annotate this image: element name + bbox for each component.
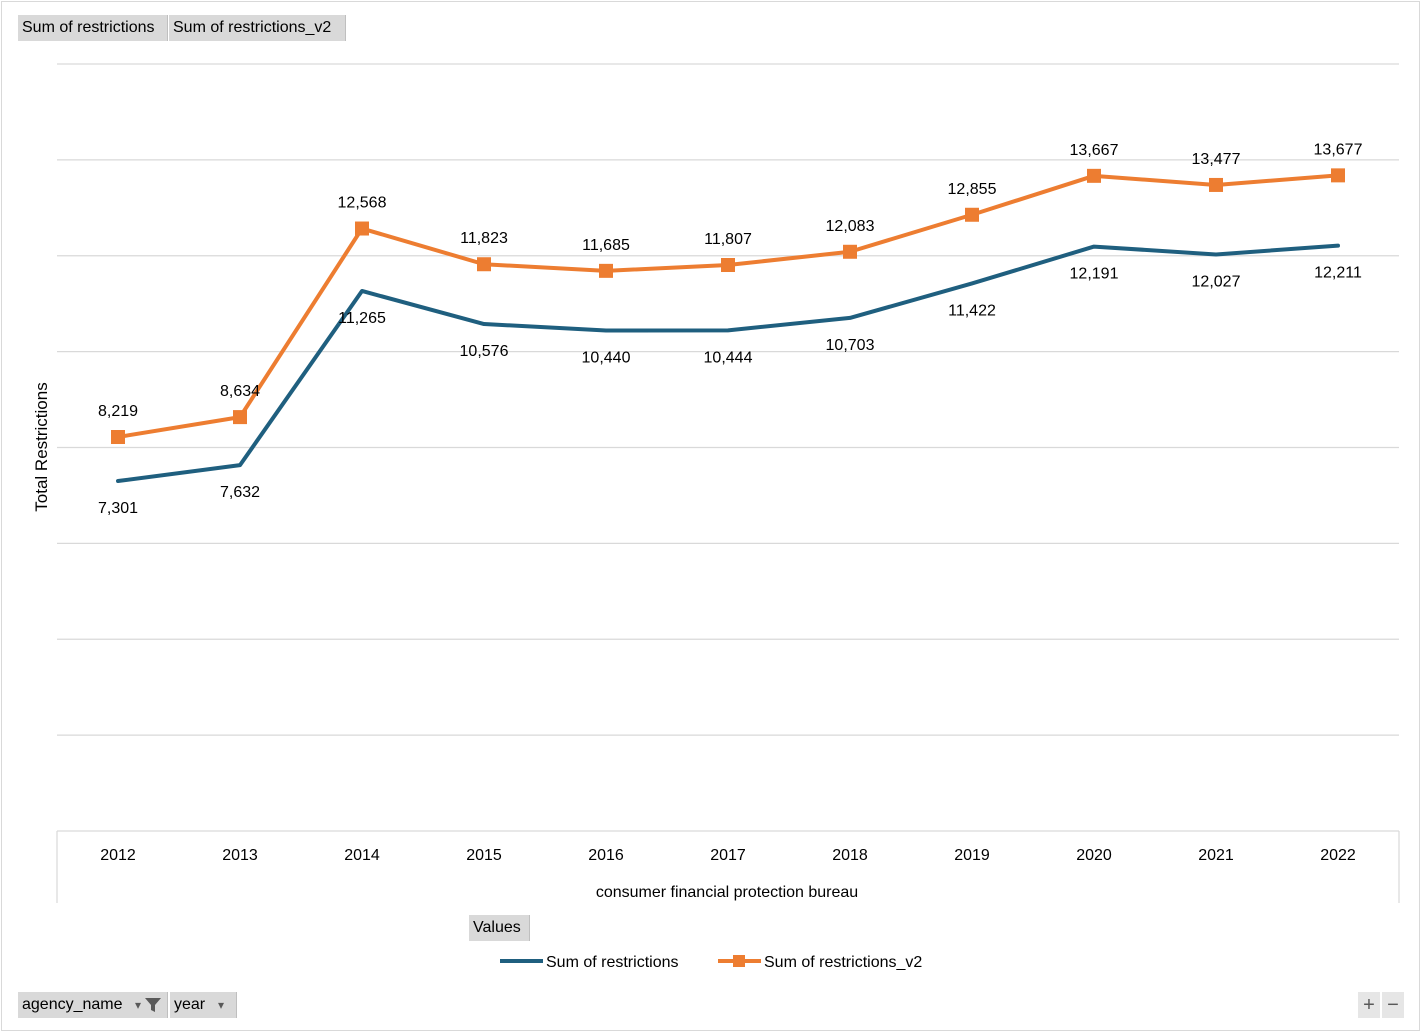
x-tick-label: 2021 [1198,847,1234,864]
data-marker [233,410,247,425]
x-tick-label: 2015 [466,847,502,864]
data-label: 12,027 [1192,273,1241,290]
x-tick-label: 2012 [100,847,136,864]
legend-label-1: Sum of restrictions [546,954,678,971]
data-label: 13,477 [1192,151,1241,168]
y-axis-title: Total Restrictions [32,382,51,511]
x-tick-label: 2017 [710,847,746,864]
data-label: 11,422 [948,302,996,319]
data-marker [599,263,613,278]
year-label: year [174,996,206,1013]
agency-name-filter-button[interactable]: agency_name ▾ [18,992,168,1018]
data-label: 10,440 [582,350,631,367]
data-marker [1209,177,1223,192]
series-line-2 [116,173,1340,440]
x-tick-label: 2014 [344,847,380,864]
data-marker [721,258,735,273]
data-label: 10,576 [460,343,509,360]
data-label: 7,301 [98,500,138,517]
collapse-field-button[interactable]: − [1382,992,1404,1018]
gridlines [57,63,1399,736]
plus-icon: + [1363,994,1375,1016]
data-label: 12,191 [1070,266,1119,283]
values-field-button[interactable]: Values [469,915,530,941]
data-label: 11,265 [338,310,386,327]
x-tick-label: 2013 [222,847,258,864]
x-axis-group-label: consumer financial protection bureau [596,884,858,901]
data-label: 12,568 [338,195,387,212]
x-tick-label: 2020 [1076,847,1112,864]
agency-name-label: agency_name [22,996,123,1013]
data-label: 13,667 [1070,142,1119,159]
data-label: 12,211 [1314,265,1362,282]
data-label: 7,632 [220,484,260,501]
data-marker [111,430,125,445]
data-label: 8,634 [220,383,260,400]
x-tick-label: 2016 [588,847,624,864]
dropdown-icon[interactable]: ▾ [218,998,225,1012]
x-tick-labels: 2012 2013 2014 2015 2016 2017 2018 2019 2020 2021… [100,847,1356,864]
data-label: 10,703 [826,337,875,354]
data-label: 12,083 [826,218,875,235]
x-tick-label: 2018 [832,847,868,864]
data-label: 13,677 [1314,141,1363,158]
data-label: 8,219 [98,403,138,420]
data-label: 11,685 [582,237,630,254]
year-axis-button[interactable]: year ▾ [170,992,237,1018]
data-label: 12,855 [948,181,997,198]
minus-icon: − [1387,994,1399,1016]
data-label: 11,807 [704,231,752,248]
data-marker [477,257,491,272]
data-marker [1087,168,1101,183]
data-labels: 7,301 7,632 11,265 10,576 10,440 10,444 10,703… [98,141,1363,517]
data-field-button-restrictions-v2[interactable]: Sum of restrictions_v2 [169,15,346,41]
legend-marker [733,955,745,967]
legend: Sum of restrictions Sum of restrictions_v… [500,954,922,971]
legend-label-2: Sum of restrictions_v2 [764,954,922,971]
series-layer [111,168,1345,484]
dropdown-icon[interactable]: ▾ [135,998,142,1012]
x-tick-label: 2022 [1320,847,1356,864]
series-line-1 [116,243,1340,484]
filter-icon[interactable] [144,997,162,1013]
expand-field-button[interactable]: + [1358,992,1380,1018]
data-marker [1331,168,1345,183]
data-marker [965,207,979,222]
data-field-button-restrictions[interactable]: Sum of restrictions [18,15,168,41]
data-marker [843,244,857,259]
data-marker [355,221,369,236]
x-tick-label: 2019 [954,847,990,864]
data-label: 11,823 [460,230,508,247]
data-label: 10,444 [704,349,753,366]
axis-frame [56,830,1400,903]
